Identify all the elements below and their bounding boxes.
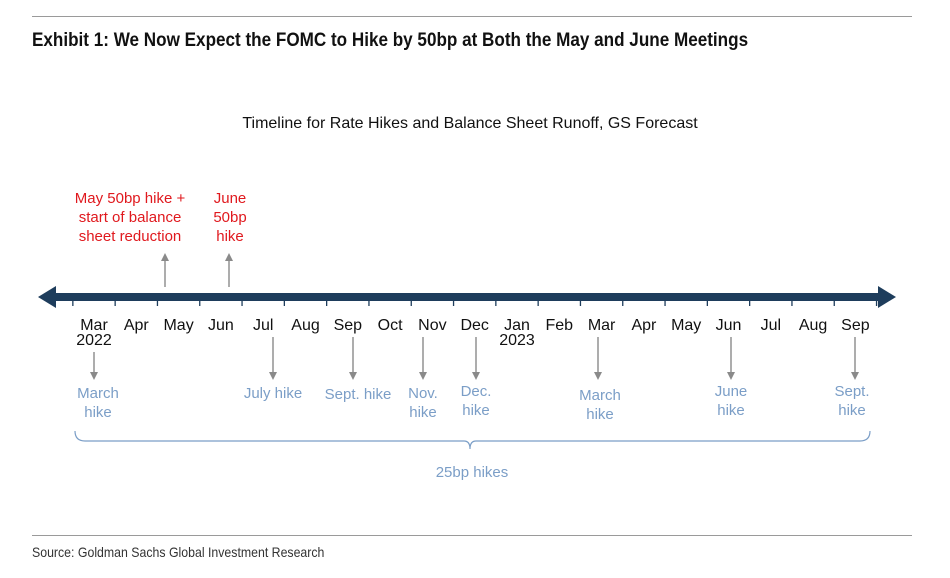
year-label: 2022: [76, 332, 112, 349]
exhibit-title: Exhibit 1: We Now Expect the FOMC to Hik…: [32, 30, 749, 51]
month-label: Jul: [253, 317, 273, 334]
month-label: Dec: [460, 317, 488, 334]
down-arrow: [269, 337, 277, 380]
upper-event-label: sheet reduction: [79, 228, 182, 245]
month-label: Sep: [334, 317, 363, 334]
month-label: Jul: [761, 317, 781, 334]
bottom-rule: [32, 535, 912, 536]
top-rule: [32, 16, 912, 17]
lower-event-label: March: [579, 387, 621, 404]
month-label: Feb: [546, 317, 574, 334]
timeline-axis-bar: [54, 293, 880, 301]
month-label: Sep: [841, 317, 870, 334]
month-label: Mar: [80, 317, 108, 334]
month-label: Jan: [504, 317, 530, 334]
hikes-bracket: [74, 430, 871, 450]
lower-event-label: Sept.: [834, 383, 869, 400]
down-arrow: [727, 337, 735, 380]
down-arrow: [594, 337, 602, 380]
month-label: Nov: [418, 317, 446, 334]
down-arrow: [419, 337, 427, 380]
up-arrow: [161, 253, 169, 287]
lower-event-label: hike: [462, 402, 490, 419]
lower-event-label: July hike: [244, 385, 302, 402]
up-arrow: [225, 253, 233, 287]
month-label: Mar: [588, 317, 616, 334]
chart-title: Timeline for Rate Hikes and Balance Shee…: [242, 115, 698, 132]
month-label: Jun: [716, 317, 742, 334]
down-arrow: [90, 352, 98, 380]
upper-event-label: May 50bp hike +: [75, 190, 186, 207]
month-label: Aug: [291, 317, 319, 334]
lower-event-label: Nov.: [408, 385, 438, 402]
lower-event-label: hike: [409, 404, 437, 421]
lower-event-label: June: [715, 383, 748, 400]
month-label: Aug: [799, 317, 827, 334]
lower-event-label: Sept. hike: [325, 386, 392, 403]
lower-event-label: hike: [717, 402, 745, 419]
down-arrow: [349, 337, 357, 380]
month-label: Apr: [631, 317, 657, 334]
lower-event-label: March: [77, 385, 119, 402]
year-label: 2023: [499, 332, 535, 349]
month-label: May: [163, 317, 193, 334]
upper-event-label: 50bp: [213, 209, 246, 226]
month-label: Jun: [208, 317, 234, 334]
axis-right-arrowhead: [878, 286, 896, 308]
lower-event-label: Dec.: [461, 383, 492, 400]
down-arrow: [472, 337, 480, 380]
upper-event-label: start of balance: [79, 209, 182, 226]
bracket-label: 25bp hikes: [436, 464, 509, 481]
lower-event-label: hike: [838, 402, 866, 419]
upper-event-label: June: [214, 190, 247, 207]
axis-left-arrowhead: [38, 286, 56, 308]
month-label: Oct: [378, 317, 403, 334]
source-note: Source: Goldman Sachs Global Investment …: [32, 544, 325, 560]
lower-event-label: hike: [586, 406, 614, 423]
month-label: Apr: [124, 317, 150, 334]
upper-event-label: hike: [216, 228, 244, 245]
down-arrow: [851, 337, 859, 380]
month-label: May: [671, 317, 701, 334]
lower-event-label: hike: [84, 404, 112, 421]
